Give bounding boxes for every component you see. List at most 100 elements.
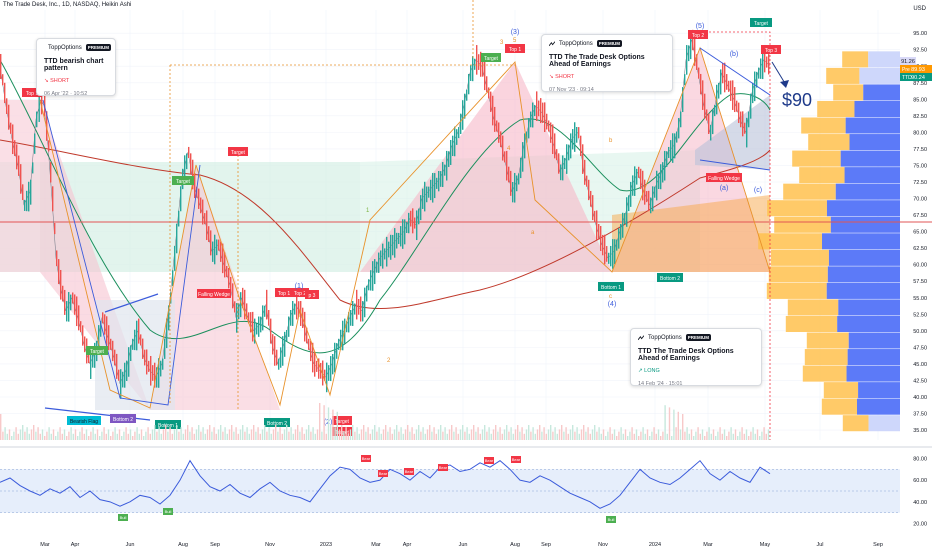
price-candle: [494, 106, 496, 132]
volume-bar: [558, 429, 561, 440]
volume-bar: [17, 433, 19, 440]
volume-bar: [125, 427, 127, 440]
volume-bar: [620, 427, 622, 440]
price-candle: [742, 111, 744, 137]
volume-bar: [477, 427, 479, 440]
price-candle: [690, 34, 692, 60]
label-bottom2-right: Bottom 2: [660, 276, 680, 282]
price-candle: [602, 234, 604, 256]
price-candle: [130, 345, 132, 362]
label-target-1: Target: [176, 179, 191, 185]
volume-bar: [574, 431, 576, 440]
price-candle: [668, 146, 670, 159]
volume-bar: [244, 431, 246, 440]
idea-side-icon: ↘: [549, 74, 556, 80]
volume-bar: [305, 429, 308, 440]
volume-bar: [310, 431, 312, 440]
volume-bar: [259, 433, 261, 440]
volume-bar: [712, 429, 715, 440]
volume-bar: [250, 429, 253, 440]
price-candle: [432, 172, 434, 203]
volume-bar: [492, 429, 495, 440]
volume-bar: [635, 429, 638, 440]
price-candle: [570, 133, 572, 159]
volume-bar: [204, 433, 206, 440]
price-candle: [760, 58, 762, 79]
volume-bar: [613, 429, 616, 440]
price-tick-label: 55.00: [913, 296, 927, 302]
price-candle: [80, 321, 82, 333]
price-candle: [452, 135, 454, 157]
price-axis[interactable]: 95.0092.5090.0087.5085.0082.5080.0077.50…: [913, 31, 927, 434]
rsi-bull-3: Bull: [608, 517, 615, 522]
rsi-pane[interactable]: [0, 469, 900, 513]
price-candle: [646, 191, 648, 203]
price-candle: [244, 289, 246, 320]
pattern-zones: [0, 48, 770, 410]
volume-bar: [503, 429, 506, 440]
volume-bar: [154, 425, 156, 440]
vp-bar-up: [767, 200, 827, 217]
volume-bar: [321, 431, 323, 440]
volume-bar: [347, 433, 349, 440]
volume-bar: [512, 433, 514, 440]
idea-date: 07 Nov '23 · 09:14: [549, 87, 594, 93]
idea-date: 14 Feb '24 · 15:01: [638, 381, 683, 387]
volume-bar: [217, 429, 220, 440]
price-candle: [0, 53, 2, 79]
idea-card-3[interactable]: ToppOptions PREMIUM TTD The Trade Desk Op…: [630, 328, 762, 387]
idea-date: 06 Apr '22 · 10:52: [44, 91, 88, 97]
volume-bar: [127, 433, 129, 440]
volume-bar: [609, 427, 611, 440]
volume-bar: [741, 427, 743, 440]
idea-brand: ToppOptions: [559, 40, 593, 47]
price-candle: [70, 294, 72, 311]
price-candle: [552, 124, 554, 155]
volume-bar: [642, 427, 644, 440]
price-candle: [416, 210, 418, 241]
idea-card-2[interactable]: ToppOptions PREMIUM TTD The Trade Desk Op…: [541, 34, 673, 93]
price-candle: [612, 239, 614, 269]
idea-side-text: SHORT: [555, 74, 575, 80]
volume-bar: [85, 429, 88, 440]
volume-bar: [358, 433, 360, 440]
volume-bar: [35, 431, 37, 440]
orange-zone: [612, 195, 770, 272]
rsi-tick-label: 20.00: [913, 522, 927, 528]
idea-side: ↗ LONG: [638, 368, 754, 374]
volume-bar: [532, 427, 534, 440]
volume-bar: [239, 429, 242, 440]
volume-bar: [732, 433, 734, 440]
price-candle: [66, 301, 68, 322]
volume-bar: [473, 425, 475, 440]
price-candle: [666, 151, 668, 167]
price-candle: [412, 208, 414, 234]
price-candle: [332, 354, 334, 375]
price-candle: [158, 358, 160, 388]
zigzag-orange-left: [39, 46, 771, 409]
price-candle: [252, 311, 254, 342]
zigzag-blue-left: [42, 99, 201, 406]
price-candle: [678, 118, 680, 139]
price-candle: [438, 170, 440, 192]
idea-card-1[interactable]: ToppOptions PREMIUM TTD bearish chart pat…: [36, 38, 116, 97]
price-candle: [386, 236, 388, 267]
volume-bar: [528, 425, 530, 440]
idea-badge: PREMIUM: [85, 44, 111, 51]
price-candle: [162, 358, 164, 370]
time-axis[interactable]: Mar Apr Jun Aug Sep Nov 2023 Mar Apr Jun Aug Sep Nov…: [40, 542, 883, 548]
volume-bar: [462, 425, 464, 440]
wave-5: (5): [696, 23, 705, 30]
volume-bar: [162, 429, 165, 440]
wedge-lines: [699, 47, 771, 96]
price-candle: [546, 113, 548, 130]
volume-bar: [24, 431, 26, 440]
volume-bar: [235, 427, 237, 440]
volume-bar: [88, 436, 90, 440]
volume-bar: [565, 427, 567, 440]
price-tick-label: 80.00: [913, 130, 927, 136]
price-candle: [632, 175, 634, 196]
label-bottom1-right: Bottom 1: [601, 285, 621, 291]
price-candle: [256, 323, 258, 335]
